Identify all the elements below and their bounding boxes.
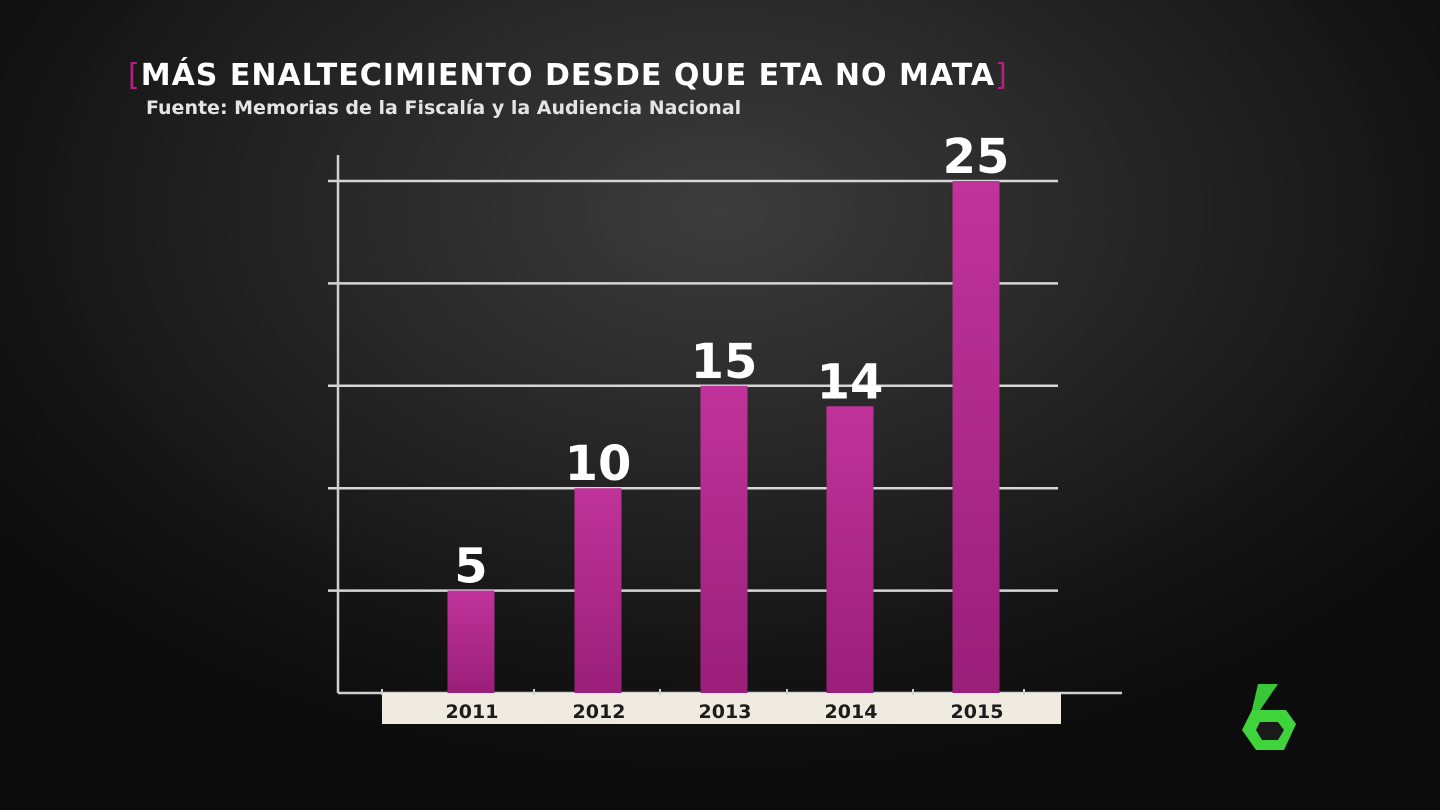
data-label-2012: 10 [565, 436, 632, 492]
bar-2011 [447, 590, 495, 693]
data-label-2011: 5 [454, 539, 487, 595]
x-tick-label-2013: 2013 [699, 701, 752, 723]
bar-2015 [952, 181, 1000, 693]
chart-title: [MÁS ENALTECIMIENTO DESDE QUE ETA NO MAT… [128, 58, 1008, 93]
chart-title-text: MÁS ENALTECIMIENTO DESDE QUE ETA NO MATA [140, 58, 996, 93]
bar-2012 [574, 488, 622, 693]
x-tick-label-2015: 2015 [951, 701, 1004, 723]
title-bracket-left: [ [128, 58, 141, 93]
x-tick-label-2011: 2011 [446, 701, 499, 723]
x-tick-label-2014: 2014 [825, 701, 878, 723]
bar-2014 [826, 406, 874, 693]
bar-2013 [700, 385, 748, 693]
x-tick-label-2012: 2012 [573, 701, 626, 723]
chart-source: Fuente: Memorias de la Fiscalía y la Aud… [146, 97, 742, 119]
x-axis-band [382, 693, 1061, 724]
data-label-2014: 14 [817, 354, 884, 410]
data-label-2015: 25 [943, 129, 1010, 185]
data-label-2013: 15 [691, 334, 758, 390]
lasexta-6-logo [1242, 684, 1296, 750]
title-bracket-right: ] [995, 58, 1008, 93]
